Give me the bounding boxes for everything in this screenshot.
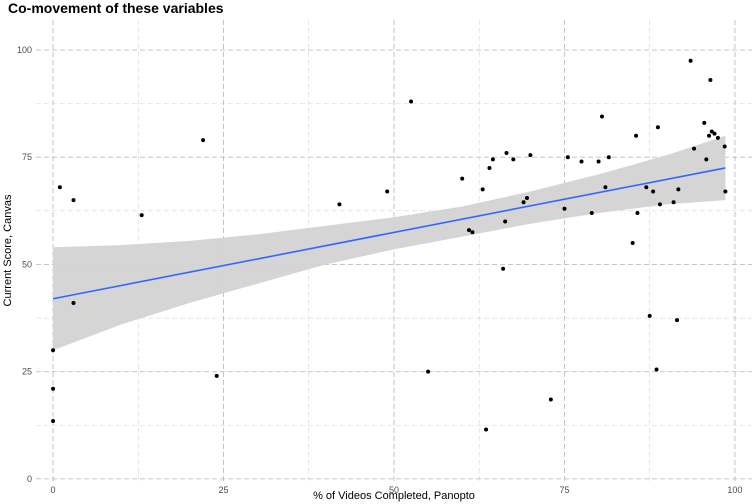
y-tick-label: 75 (22, 152, 32, 162)
data-point (707, 133, 712, 138)
regression-line (52, 167, 726, 300)
data-point (671, 200, 676, 205)
data-point (579, 159, 584, 164)
data-point (470, 230, 475, 235)
data-point (51, 386, 56, 391)
data-point (606, 155, 611, 160)
data-point (467, 228, 472, 233)
x-tick-label: 25 (219, 485, 229, 495)
data-point (654, 367, 659, 372)
data-point (562, 206, 567, 211)
data-point (490, 157, 495, 162)
data-point (71, 301, 76, 306)
x-tick-label: 50 (389, 485, 399, 495)
data-point (603, 185, 608, 190)
data-point (426, 369, 431, 374)
y-tick-label: 100 (17, 45, 32, 55)
data-point (503, 219, 508, 224)
data-point (715, 135, 720, 140)
data-point (647, 313, 652, 318)
data-point (596, 159, 601, 164)
data-point (337, 202, 342, 207)
x-tick-label: 75 (559, 485, 569, 495)
data-point (599, 114, 604, 119)
data-point (139, 213, 144, 218)
data-point (630, 240, 635, 245)
y-tick-label: 0 (27, 474, 32, 484)
data-point (708, 78, 713, 83)
x-tick-label: 0 (51, 485, 56, 495)
data-point (487, 165, 492, 170)
data-point (71, 198, 76, 203)
data-point (676, 187, 681, 192)
data-point (674, 318, 679, 323)
data-point (723, 189, 728, 194)
data-point (692, 146, 697, 151)
minor-gridlines (36, 20, 752, 481)
data-points (51, 58, 728, 432)
y-tick-label: 50 (22, 259, 32, 269)
data-point (385, 189, 390, 194)
data-point (501, 266, 506, 271)
data-point (511, 157, 516, 162)
x-axis-title: % of Videos Completed, Panopto (313, 490, 475, 502)
data-point (504, 150, 509, 155)
y-axis-title: Current Score, Canvas (2, 194, 14, 306)
data-point (702, 120, 707, 125)
data-point (409, 99, 414, 104)
data-point (688, 58, 693, 63)
data-point (644, 185, 649, 190)
data-point (548, 397, 553, 402)
data-point (565, 155, 570, 160)
data-point (709, 129, 714, 134)
x-axis-tick-labels: 0 25 50 75 100 (51, 485, 743, 495)
data-point (722, 144, 727, 149)
data-point (635, 210, 640, 215)
data-point (51, 348, 56, 353)
data-point (201, 138, 206, 143)
data-point (655, 125, 660, 130)
data-point (480, 187, 485, 192)
data-point (214, 373, 219, 378)
data-point (704, 157, 709, 162)
data-point (57, 185, 62, 190)
data-point (460, 176, 465, 181)
confidence-band (53, 135, 726, 351)
data-point (657, 202, 662, 207)
data-point (524, 195, 529, 200)
y-tick-label: 25 (22, 367, 32, 377)
data-point (528, 153, 533, 158)
data-point (634, 133, 639, 138)
x-tick-label: 100 (727, 485, 742, 495)
data-point (712, 131, 717, 136)
data-point (484, 427, 489, 432)
major-gridlines (36, 20, 752, 481)
data-point (651, 189, 656, 194)
y-axis-tick-labels: 0 25 50 75 100 (17, 45, 32, 484)
data-point (589, 210, 594, 215)
chart-title: Co-movement of these variables (8, 0, 224, 16)
data-point (521, 200, 526, 205)
data-point (51, 418, 56, 423)
